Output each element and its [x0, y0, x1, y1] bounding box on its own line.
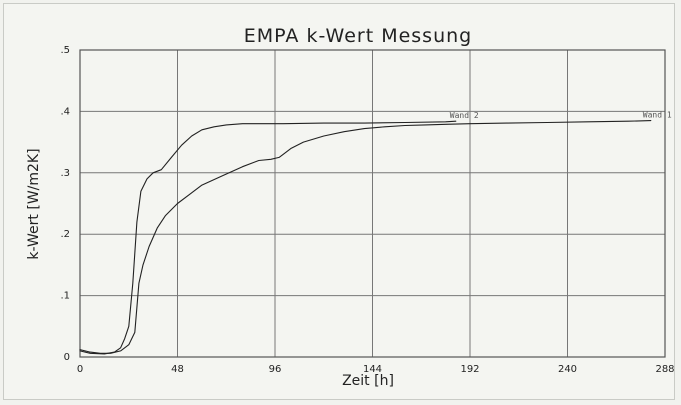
- chart-title: EMPA k-Wert Messung: [244, 25, 472, 47]
- tick-layer: 0 48 96 144 192 240 288 0 .1 .2 .3 .4 .5: [60, 45, 674, 375]
- x-tick-label: 48: [171, 364, 184, 375]
- series-label-wand-2: Wand 2: [450, 111, 479, 120]
- x-tick-label: 240: [558, 364, 577, 375]
- y-tick-label: .3: [60, 168, 70, 179]
- x-axis-label: Zeit [h]: [342, 373, 394, 389]
- grid-layer: [79, 49, 666, 358]
- y-tick-label: .2: [60, 229, 70, 240]
- y-tick-label: .5: [60, 45, 70, 56]
- plot-area-border: [79, 49, 666, 358]
- series-line-wand-2: [79, 120, 457, 355]
- x-tick-label: 144: [363, 364, 382, 375]
- y-tick-label: .4: [60, 106, 70, 117]
- x-tick-label: 288: [655, 364, 674, 375]
- y-tick-label: 0: [64, 352, 70, 363]
- series-label-wand-1: Wand 1: [643, 111, 672, 120]
- series-label-layer: Wand 2 Wand 1: [450, 111, 672, 121]
- series-layer: [79, 120, 652, 355]
- x-tick-label: 192: [460, 364, 479, 375]
- series-line-wand-1: [79, 120, 652, 354]
- y-axis-label: k-Wert [W/m2K]: [26, 148, 42, 259]
- y-tick-label: .1: [60, 291, 70, 302]
- chart-frame: [3, 3, 675, 400]
- x-tick-label: 0: [77, 364, 83, 375]
- x-tick-label: 96: [269, 364, 282, 375]
